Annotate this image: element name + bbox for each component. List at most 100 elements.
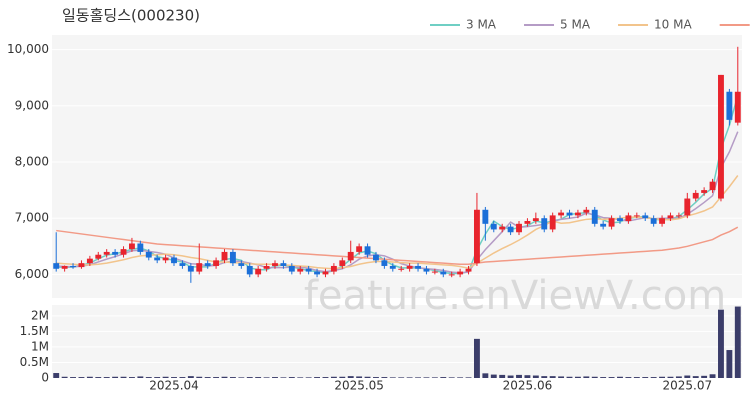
volume-bar: [356, 376, 363, 378]
volume-bar: [187, 376, 194, 378]
candle-body: [465, 268, 472, 272]
volume-bar: [297, 377, 304, 378]
candle-body: [373, 254, 379, 261]
volume-bar: [347, 376, 354, 378]
candle-body: [162, 257, 169, 261]
volume-bar: [78, 377, 85, 378]
candle-body: [675, 215, 682, 217]
candle-body: [272, 263, 278, 266]
candle-body: [78, 263, 85, 268]
candle-body: [734, 91, 741, 123]
candle-body: [187, 265, 194, 272]
volume-bar: [617, 376, 623, 378]
candle-body: [507, 226, 514, 233]
candle-body: [600, 223, 607, 227]
y-tick-label: 2M: [31, 308, 49, 322]
candle-body: [154, 257, 161, 261]
volume-bar: [507, 375, 514, 378]
candle-body: [322, 271, 329, 275]
candle-body: [524, 221, 531, 224]
volume-bar: [246, 377, 253, 378]
volume-bar: [112, 376, 119, 378]
candle-body: [591, 209, 598, 224]
volume-bar: [154, 377, 161, 378]
volume-bar: [415, 377, 421, 378]
candle-body: [406, 265, 413, 269]
candle-body: [128, 243, 135, 250]
candle-body: [440, 271, 447, 275]
candle-body: [339, 260, 346, 266]
candle-body: [448, 274, 455, 276]
candle-body: [238, 263, 245, 266]
y-tick-label: 7,000: [15, 211, 49, 225]
volume-bar: [305, 377, 312, 378]
volume-bar: [726, 350, 733, 378]
candle-body: [179, 263, 186, 266]
candle-body: [583, 209, 590, 213]
y-tick-label: 0.5M: [20, 355, 49, 369]
candle-body: [625, 215, 632, 222]
chart-title: 일동홀딩스(000230): [62, 7, 200, 25]
volume-bar: [364, 376, 371, 378]
y-tick-label: 9,000: [15, 98, 49, 112]
volume-bar: [591, 376, 598, 378]
candle-body: [137, 243, 144, 252]
volume-bar: [457, 377, 464, 378]
volume-bar: [162, 376, 169, 378]
volume-bar: [229, 377, 236, 378]
candle-body: [558, 212, 565, 216]
candle-body: [305, 268, 312, 272]
watermark: feature.enViewV.com: [304, 273, 726, 319]
volume-bar: [95, 377, 102, 378]
volume-bar: [423, 377, 430, 378]
x-tick-label: 2025.05: [334, 379, 384, 393]
volume-bar: [532, 375, 539, 378]
candle-body: [389, 265, 396, 269]
x-tick-label: 2025.04: [149, 379, 199, 393]
volume-bar: [406, 377, 413, 378]
volume-bar: [330, 376, 337, 378]
volume-bar: [204, 377, 211, 378]
volume-bar: [608, 377, 615, 378]
volume-bar: [692, 376, 699, 378]
candle-body: [684, 198, 691, 216]
volume-bar: [389, 377, 396, 378]
volume-bar: [549, 376, 556, 378]
volume-bar: [541, 376, 548, 378]
candle-body: [145, 251, 152, 258]
candle-body: [499, 226, 506, 230]
volume-bar: [339, 376, 346, 378]
candle-body: [213, 260, 220, 266]
candle-body: [263, 265, 270, 269]
candle-body: [549, 215, 556, 230]
candle-body: [692, 192, 699, 199]
volume-bar: [600, 377, 607, 378]
candle-body: [297, 268, 304, 272]
y-tick-label: 10,000: [7, 42, 49, 56]
candle-body: [650, 218, 657, 224]
candle-body: [103, 251, 110, 255]
candle-body: [171, 257, 177, 264]
volume-bar: [684, 375, 691, 378]
volume-bar: [263, 377, 270, 378]
candle-body: [356, 246, 363, 252]
volume-bar: [667, 376, 674, 378]
volume-bar: [516, 374, 522, 378]
candle-body: [196, 263, 203, 272]
candle-body: [314, 271, 321, 275]
candle-body: [423, 268, 430, 272]
volume-bar: [288, 377, 295, 378]
candle-body: [255, 268, 262, 275]
candle-body: [667, 215, 674, 219]
candle-body: [70, 265, 76, 268]
volume-bar: [440, 377, 447, 378]
volume-bar: [465, 377, 472, 378]
volume-bar: [633, 377, 640, 378]
candle-body: [482, 209, 489, 224]
volume-bar: [272, 377, 278, 378]
volume-bar: [255, 377, 262, 378]
volume-bar: [373, 377, 379, 378]
candle-body: [608, 218, 615, 227]
legend-label: 10 MA: [654, 18, 692, 32]
volume-bar: [70, 377, 76, 378]
